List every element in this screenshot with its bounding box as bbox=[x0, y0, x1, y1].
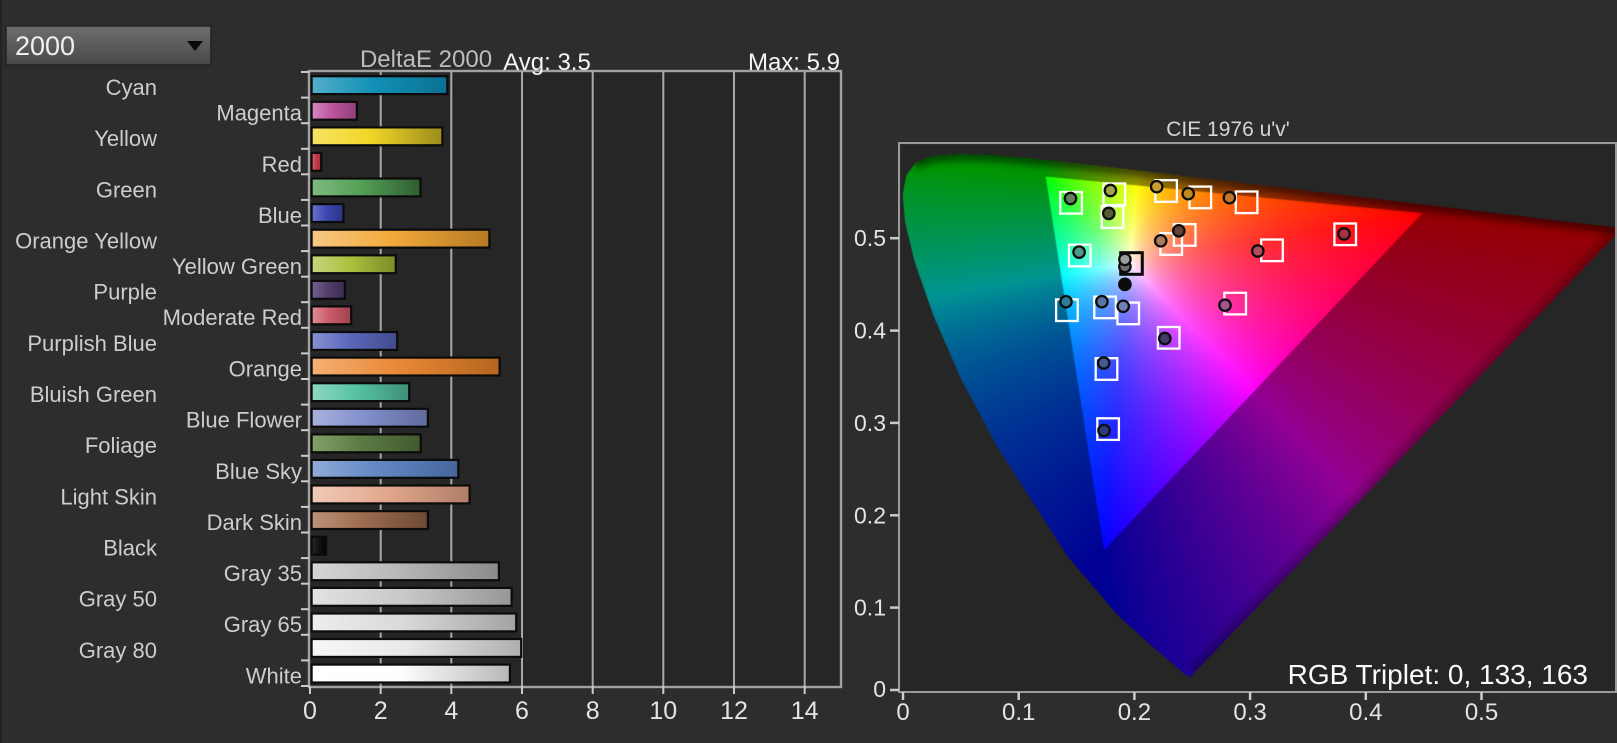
svg-text:2: 2 bbox=[374, 697, 388, 725]
svg-text:0.4: 0.4 bbox=[854, 318, 886, 344]
svg-text:0.3: 0.3 bbox=[1233, 699, 1266, 726]
svg-text:12: 12 bbox=[720, 697, 748, 725]
svg-text:8: 8 bbox=[586, 697, 600, 725]
svg-text:0.2: 0.2 bbox=[854, 502, 886, 528]
svg-text:0.4: 0.4 bbox=[1349, 699, 1382, 726]
svg-text:Blue: Blue bbox=[258, 203, 302, 228]
svg-text:Gray 80: Gray 80 bbox=[79, 638, 157, 663]
svg-text:CIE 1976 u'v': CIE 1976 u'v' bbox=[1166, 118, 1290, 141]
svg-text:Blue Flower: Blue Flower bbox=[186, 408, 302, 433]
svg-text:Avg: 3.5: Avg: 3.5 bbox=[503, 49, 591, 76]
svg-text:0.3: 0.3 bbox=[854, 410, 886, 436]
svg-text:Foliage: Foliage bbox=[85, 433, 157, 458]
svg-text:Orange: Orange bbox=[229, 356, 302, 381]
svg-text:Red: Red bbox=[262, 152, 302, 177]
svg-text:4: 4 bbox=[444, 697, 458, 725]
svg-text:Orange Yellow: Orange Yellow bbox=[15, 229, 157, 254]
svg-text:Gray 35: Gray 35 bbox=[224, 561, 302, 586]
svg-text:0: 0 bbox=[873, 676, 886, 702]
svg-text:14: 14 bbox=[791, 697, 819, 725]
svg-text:Gray 50: Gray 50 bbox=[79, 587, 157, 612]
svg-text:0.5: 0.5 bbox=[1465, 699, 1498, 726]
svg-text:0: 0 bbox=[896, 699, 909, 726]
svg-text:Light Skin: Light Skin bbox=[60, 484, 157, 509]
svg-text:2000: 2000 bbox=[15, 31, 75, 61]
svg-text:6: 6 bbox=[515, 697, 529, 725]
svg-text:Blue Sky: Blue Sky bbox=[215, 459, 302, 484]
svg-text:RGB Triplet: 0, 133, 163: RGB Triplet: 0, 133, 163 bbox=[1288, 659, 1588, 690]
svg-text:0.2: 0.2 bbox=[1118, 699, 1151, 726]
svg-text:0: 0 bbox=[303, 697, 317, 725]
svg-text:Bluish Green: Bluish Green bbox=[30, 382, 157, 407]
svg-text:0.5: 0.5 bbox=[854, 225, 886, 251]
svg-text:Cyan: Cyan bbox=[106, 75, 157, 100]
svg-text:10: 10 bbox=[649, 697, 677, 725]
svg-text:0.1: 0.1 bbox=[854, 595, 886, 621]
svg-text:Moderate Red: Moderate Red bbox=[163, 305, 302, 330]
svg-text:Purple: Purple bbox=[93, 280, 157, 305]
svg-text:Purplish Blue: Purplish Blue bbox=[27, 331, 157, 356]
svg-text:Yellow: Yellow bbox=[94, 126, 157, 151]
svg-text:Dark Skin: Dark Skin bbox=[207, 510, 302, 535]
svg-text:Gray 65: Gray 65 bbox=[224, 612, 302, 637]
svg-text:Green: Green bbox=[96, 177, 157, 202]
svg-text:Max: 5.9: Max: 5.9 bbox=[748, 49, 840, 76]
svg-text:DeltaE 2000: DeltaE 2000 bbox=[360, 46, 492, 73]
svg-text:0.1: 0.1 bbox=[1002, 699, 1035, 726]
svg-text:Magenta: Magenta bbox=[216, 101, 302, 126]
svg-text:Yellow Green: Yellow Green bbox=[172, 254, 302, 279]
svg-text:White: White bbox=[246, 663, 302, 688]
svg-text:Black: Black bbox=[103, 536, 158, 561]
